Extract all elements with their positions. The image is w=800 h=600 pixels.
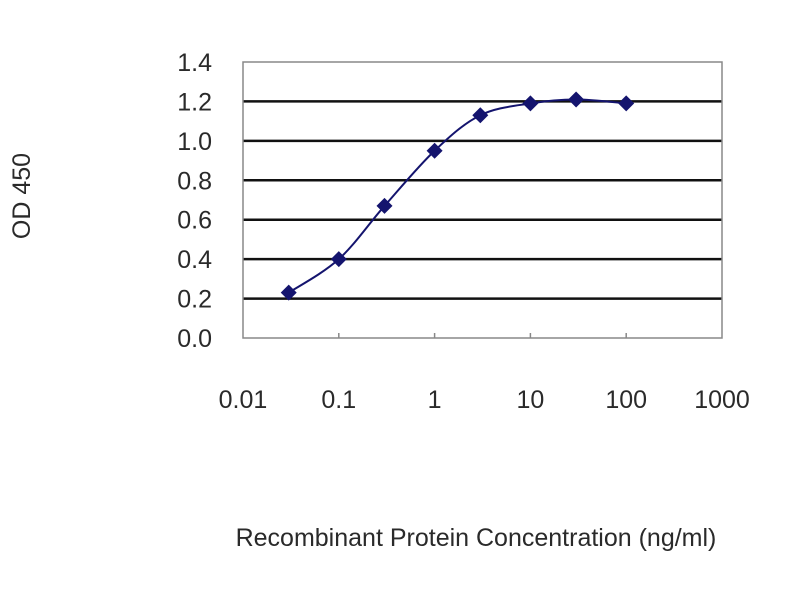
data-point-marker bbox=[330, 251, 347, 268]
data-point-marker bbox=[568, 91, 585, 108]
y-tick-labels: 0.0 0.2 0.4 0.6 0.8 1.0 1.2 1.4 bbox=[177, 49, 212, 353]
y-tick-label: 0.6 bbox=[177, 207, 212, 235]
data-point-marker bbox=[280, 284, 297, 301]
y-tick-label: 1.2 bbox=[177, 88, 212, 116]
x-tick-label: 10 bbox=[516, 386, 544, 414]
y-tick-label: 0.2 bbox=[177, 286, 212, 314]
x-axis-title: Recombinant Protein Concentration (ng/ml… bbox=[236, 524, 717, 552]
y-tick-label: 1.4 bbox=[177, 49, 212, 77]
x-tick-labels: 0.01 0.1 1 10 100 1000 bbox=[219, 333, 750, 414]
data-point-marker bbox=[618, 95, 635, 112]
y-tick-label: 1.0 bbox=[177, 128, 212, 156]
data-point-marker bbox=[522, 95, 539, 112]
y-tick-label: 0.4 bbox=[177, 246, 212, 274]
data-point-marker bbox=[376, 197, 393, 214]
x-tick-label: 1 bbox=[428, 386, 442, 414]
y-tick-label: 0.8 bbox=[177, 167, 212, 195]
x-tick-label: 100 bbox=[605, 386, 647, 414]
gridlines bbox=[243, 100, 722, 300]
y-axis-title: OD 450 bbox=[8, 153, 36, 239]
x-tick-label: 1000 bbox=[694, 386, 750, 414]
data-point-marker bbox=[426, 142, 443, 159]
plot-area-border bbox=[242, 61, 723, 339]
x-tick-label: 0.01 bbox=[219, 386, 268, 414]
data-point-marker bbox=[472, 107, 489, 124]
x-tick-label: 0.1 bbox=[321, 386, 356, 414]
y-tick-label: 0.0 bbox=[177, 325, 212, 353]
data-points bbox=[280, 91, 635, 301]
